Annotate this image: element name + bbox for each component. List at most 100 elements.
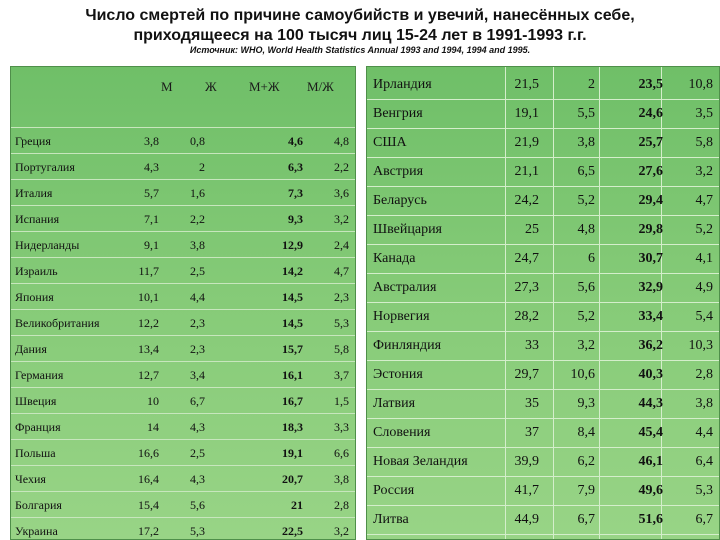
value-male: 7,1 bbox=[144, 212, 159, 226]
value-ratio: 3,8 bbox=[334, 472, 349, 486]
country-name: Япония bbox=[15, 290, 54, 304]
value-male: 12,7 bbox=[138, 368, 159, 382]
value-total: 23,5 bbox=[638, 77, 664, 92]
country-name: Австралия bbox=[373, 280, 437, 295]
value-total: 33,4 bbox=[638, 309, 664, 324]
value-female: 0,8 bbox=[190, 134, 205, 148]
value-total: 7,3 bbox=[288, 186, 303, 200]
value-total: 27,6 bbox=[638, 164, 664, 179]
column-divider bbox=[553, 67, 554, 539]
value-female: 2,5 bbox=[190, 446, 205, 460]
table-row: Дания 13,4 2,3 15,7 5,8 bbox=[11, 335, 355, 361]
value-male: 13,4 bbox=[138, 342, 159, 356]
country-name: Беларусь bbox=[373, 193, 427, 208]
value-male: 21,5 bbox=[514, 77, 540, 92]
left-table: М Ж М+Ж М/Ж Греция 3,8 0,8 4,6 4,8 Португалия… bbox=[10, 66, 356, 540]
header-m: М bbox=[161, 79, 173, 94]
value-female: 6,5 bbox=[577, 164, 596, 179]
table-row: Великобритания 12,2 2,3 14,5 5,3 bbox=[11, 309, 355, 335]
value-total: 36,2 bbox=[638, 338, 664, 353]
country-name: Россия bbox=[373, 483, 415, 498]
value-total: 32,9 bbox=[638, 280, 664, 295]
value-male: 19,1 bbox=[514, 106, 540, 121]
value-total: 4,6 bbox=[288, 134, 303, 148]
table-row: Украина 17,2 5,3 22,5 3,2 bbox=[11, 517, 355, 540]
country-name: Болгария bbox=[15, 498, 62, 512]
value-total: 14,5 bbox=[282, 316, 303, 330]
table-row: Чехия 16,4 4,3 20,7 3,8 bbox=[11, 465, 355, 491]
value-male: 10,1 bbox=[138, 290, 159, 304]
value-ratio: 10,8 bbox=[688, 77, 714, 92]
value-total: 21 bbox=[291, 498, 303, 512]
value-female: 6,7 bbox=[577, 512, 596, 527]
table-row: Нидерланды 9,1 3,8 12,9 2,4 bbox=[11, 231, 355, 257]
table-row: Беларусь 24,2 5,2 29,4 4,7 bbox=[367, 187, 719, 216]
source-note: Источник: WHO, World Health Statistics A… bbox=[189, 45, 531, 55]
page-title: Число смертей по причине самоубийств и у… bbox=[0, 6, 720, 46]
value-female: 1,6 bbox=[190, 186, 205, 200]
value-ratio: 5,3 bbox=[695, 483, 714, 498]
value-male: 11,7 bbox=[138, 264, 159, 278]
value-male: 21,1 bbox=[514, 164, 540, 179]
value-ratio: 4,9 bbox=[695, 280, 714, 295]
value-ratio: 10,3 bbox=[688, 338, 714, 353]
value-male: 3,8 bbox=[144, 134, 159, 148]
table-row: Австралия 27,3 5,6 32,9 4,9 bbox=[367, 274, 719, 303]
value-ratio: 3,2 bbox=[334, 212, 349, 226]
value-total: 46,1 bbox=[638, 454, 664, 469]
value-female: 7,9 bbox=[577, 483, 596, 498]
value-ratio: 4,7 bbox=[695, 193, 714, 208]
value-male: 41,7 bbox=[514, 483, 540, 498]
country-name: Литва bbox=[373, 512, 409, 527]
table-row: Израиль 11,7 2,5 14,2 4,7 bbox=[11, 257, 355, 283]
country-name: Швеция bbox=[15, 394, 57, 408]
country-name: Германия bbox=[15, 368, 64, 382]
value-ratio: 2,2 bbox=[334, 160, 349, 174]
value-ratio: 5,3 bbox=[334, 316, 349, 330]
value-male: 33 bbox=[525, 338, 539, 353]
value-ratio: 6,4 bbox=[695, 454, 714, 469]
value-ratio: 6,6 bbox=[334, 446, 349, 460]
right-table: Ирландия 21,5 2 23,5 10,8 Венгрия 19,1 5,5 24,6 3… bbox=[366, 66, 720, 540]
value-female: 5,6 bbox=[577, 280, 596, 295]
country-name: Канада bbox=[373, 251, 416, 266]
value-total: 9,3 bbox=[288, 212, 303, 226]
value-male: 17,2 bbox=[138, 524, 159, 538]
table-row: Франция 14 4,3 18,3 3,3 bbox=[11, 413, 355, 439]
value-female: 3,4 bbox=[190, 368, 205, 382]
country-name: Португалия bbox=[15, 160, 75, 174]
value-female: 5,2 bbox=[577, 309, 596, 324]
value-total: 14,5 bbox=[282, 290, 303, 304]
value-male: 35 bbox=[525, 396, 539, 411]
value-female: 4,8 bbox=[577, 222, 596, 237]
value-male: 24,7 bbox=[514, 251, 540, 266]
table-row: Япония 10,1 4,4 14,5 2,3 bbox=[11, 283, 355, 309]
value-total: 14,2 bbox=[282, 264, 303, 278]
value-male: 24,2 bbox=[514, 193, 540, 208]
value-male: 27,3 bbox=[514, 280, 540, 295]
country-name: Италия bbox=[15, 186, 53, 200]
column-divider bbox=[505, 67, 506, 539]
table-row: Польша 16,6 2,5 19,1 6,6 bbox=[11, 439, 355, 465]
value-total: 29,4 bbox=[638, 193, 664, 208]
header-f: Ж bbox=[205, 79, 217, 94]
value-ratio: 4,7 bbox=[334, 264, 349, 278]
value-male: 16,6 bbox=[138, 446, 159, 460]
value-female: 4,3 bbox=[190, 420, 205, 434]
value-female: 2,3 bbox=[190, 342, 205, 356]
table-row: Канада 24,7 6 30,7 4,1 bbox=[367, 245, 719, 274]
value-total: 16,1 bbox=[282, 368, 303, 382]
value-male: 16,4 bbox=[138, 472, 159, 486]
header-mf: М+Ж bbox=[249, 79, 280, 94]
value-male: 14 bbox=[147, 420, 159, 434]
value-ratio: 4,4 bbox=[695, 425, 714, 440]
country-name: Эстония bbox=[373, 367, 423, 382]
country-name: Украина bbox=[15, 524, 58, 538]
value-total: 22,5 bbox=[282, 524, 303, 538]
country-name: Норвегия bbox=[373, 309, 430, 324]
title-line-1: Число смертей по причине самоубийств и у… bbox=[85, 7, 635, 24]
value-total: 45,4 bbox=[638, 425, 664, 440]
value-ratio: 2,4 bbox=[334, 238, 349, 252]
value-female: 5,5 bbox=[577, 106, 596, 121]
value-total: 44,3 bbox=[638, 396, 664, 411]
